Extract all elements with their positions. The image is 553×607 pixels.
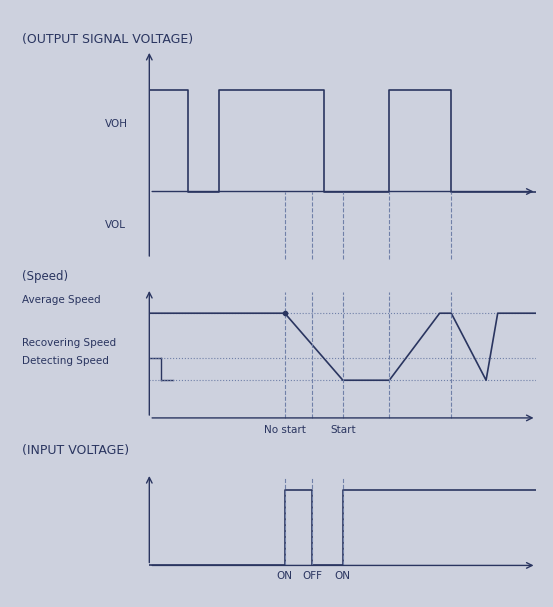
- Text: Average Speed: Average Speed: [22, 296, 101, 305]
- Text: (Speed): (Speed): [22, 270, 68, 283]
- Text: No start: No start: [264, 425, 306, 435]
- Text: VOL: VOL: [105, 220, 126, 229]
- Text: Recovering Speed: Recovering Speed: [22, 338, 116, 348]
- Text: Detecting Speed: Detecting Speed: [22, 356, 109, 366]
- Text: (OUTPUT SIGNAL VOLTAGE): (OUTPUT SIGNAL VOLTAGE): [22, 33, 193, 46]
- Text: (INPUT VOLTAGE): (INPUT VOLTAGE): [22, 444, 129, 457]
- Text: VOH: VOH: [105, 120, 128, 129]
- Text: ON: ON: [277, 571, 293, 581]
- Text: Start: Start: [330, 425, 356, 435]
- Text: ON: ON: [335, 571, 351, 581]
- Text: OFF: OFF: [302, 571, 322, 581]
